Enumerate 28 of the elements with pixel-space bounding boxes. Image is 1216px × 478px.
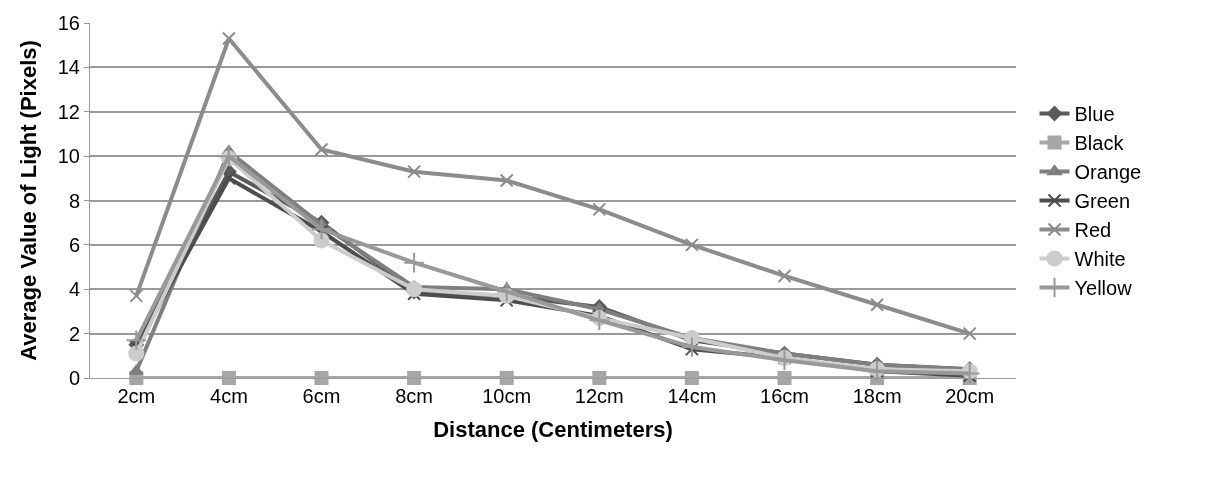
y-tick-label: 12 (57, 100, 80, 123)
x-tick-label: 4cm (210, 385, 248, 407)
x-tick-label: 16cm (760, 385, 809, 407)
x-axis-title: Distance (Centimeters) (433, 416, 673, 442)
x-tick-label: 2cm (117, 385, 156, 407)
y-tick-label: 4 (68, 278, 80, 301)
x-tick-label: 8cm (395, 385, 433, 407)
legend-label: White (1074, 248, 1126, 271)
legend-label: Blue (1074, 103, 1115, 126)
y-tick-label: 16 (57, 12, 80, 34)
legend-label: Green (1074, 190, 1131, 213)
y-axis-title: Average Value of Light (Pixels) (15, 40, 41, 361)
y-tick-label: 14 (57, 56, 80, 79)
y-tick-label: 2 (68, 322, 80, 345)
x-tick-label: 10cm (482, 385, 532, 407)
legend-label: Red (1074, 219, 1112, 242)
x-tick-label: 12cm (574, 385, 624, 407)
x-tick-label: 14cm (667, 385, 717, 407)
y-tick-label: 10 (57, 145, 80, 168)
x-tick-label: 20cm (945, 385, 995, 407)
legend-label: Yellow (1074, 277, 1133, 300)
legend-label: Orange (1074, 161, 1142, 184)
x-tick-label: 18cm (852, 385, 902, 407)
legend-label: Black (1074, 132, 1125, 155)
y-tick-label: 0 (68, 367, 80, 389)
y-tick-label: 6 (68, 233, 80, 256)
y-tick-label: 8 (68, 189, 80, 212)
x-tick-label: 6cm (302, 385, 341, 407)
